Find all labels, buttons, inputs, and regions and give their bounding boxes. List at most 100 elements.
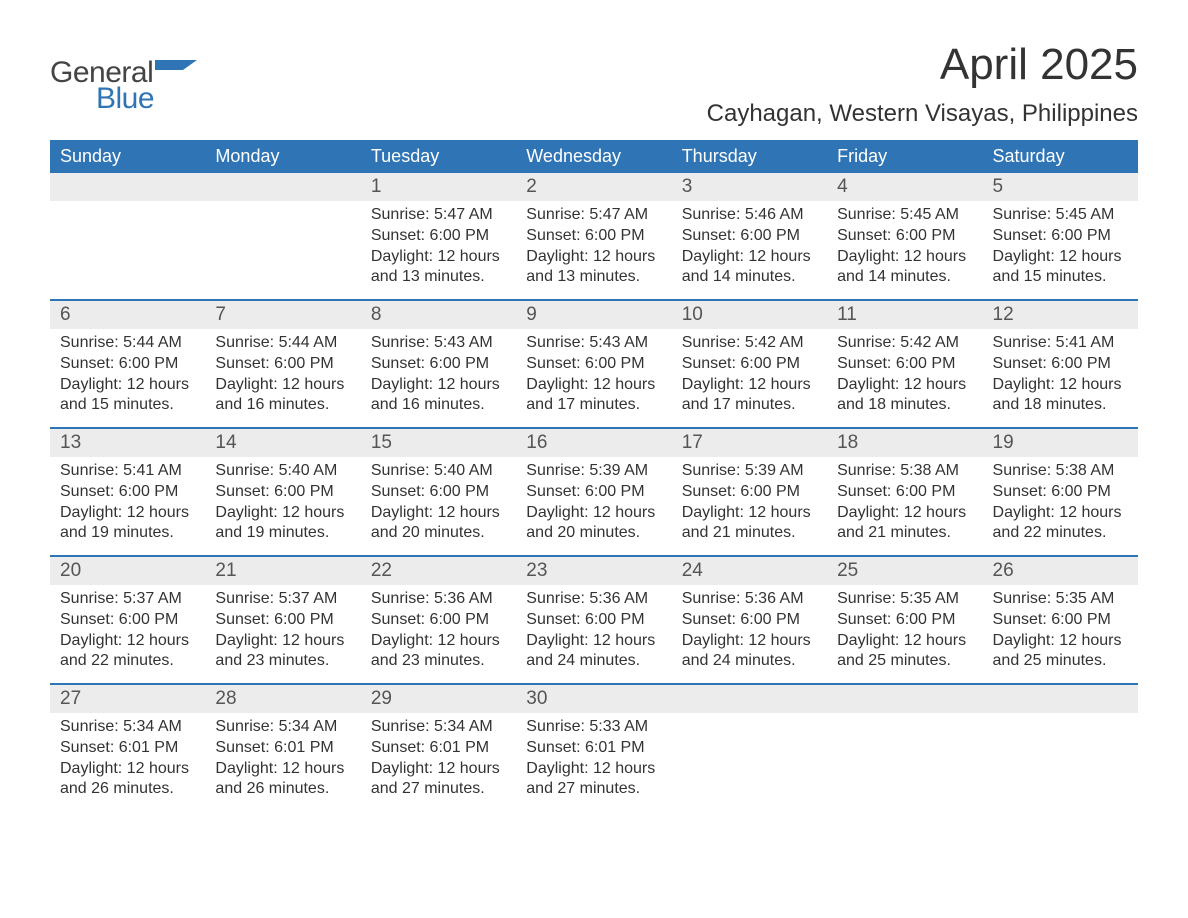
sunrise-text: Sunrise: 5:35 AM <box>993 589 1128 610</box>
day-header-monday: Monday <box>205 140 360 173</box>
sunrise-text: Sunrise: 5:41 AM <box>60 461 195 482</box>
sunrise-text: Sunrise: 5:46 AM <box>682 205 817 226</box>
sunset-text: Sunset: 6:00 PM <box>371 226 506 247</box>
day-details: Sunrise: 5:36 AMSunset: 6:00 PMDaylight:… <box>672 585 827 683</box>
weeks-container: 12345Sunrise: 5:47 AMSunset: 6:00 PMDayl… <box>50 173 1138 811</box>
day-number: 9 <box>516 301 671 329</box>
day-number <box>672 685 827 713</box>
day-details: Sunrise: 5:42 AMSunset: 6:00 PMDaylight:… <box>672 329 827 427</box>
day-header-friday: Friday <box>827 140 982 173</box>
week-row: 20212223242526Sunrise: 5:37 AMSunset: 6:… <box>50 555 1138 683</box>
sunset-text: Sunset: 6:00 PM <box>837 610 972 631</box>
sunrise-text: Sunrise: 5:40 AM <box>215 461 350 482</box>
day-details: Sunrise: 5:35 AMSunset: 6:00 PMDaylight:… <box>827 585 982 683</box>
day-number <box>983 685 1138 713</box>
daylight-text: Daylight: 12 hours and 13 minutes. <box>371 247 506 289</box>
day-details: Sunrise: 5:36 AMSunset: 6:00 PMDaylight:… <box>361 585 516 683</box>
sunrise-text: Sunrise: 5:47 AM <box>371 205 506 226</box>
sunrise-text: Sunrise: 5:36 AM <box>371 589 506 610</box>
sunrise-text: Sunrise: 5:36 AM <box>526 589 661 610</box>
day-number: 24 <box>672 557 827 585</box>
sunrise-text: Sunrise: 5:45 AM <box>837 205 972 226</box>
sunset-text: Sunset: 6:00 PM <box>215 354 350 375</box>
day-number <box>205 173 360 201</box>
logo-text-block: General Blue <box>50 56 199 116</box>
daylight-text: Daylight: 12 hours and 18 minutes. <box>993 375 1128 417</box>
day-details: Sunrise: 5:43 AMSunset: 6:00 PMDaylight:… <box>361 329 516 427</box>
sunrise-text: Sunrise: 5:38 AM <box>837 461 972 482</box>
day-number: 7 <box>205 301 360 329</box>
daylight-text: Daylight: 12 hours and 25 minutes. <box>837 631 972 673</box>
day-number: 25 <box>827 557 982 585</box>
day-number: 21 <box>205 557 360 585</box>
day-header-wednesday: Wednesday <box>516 140 671 173</box>
sunset-text: Sunset: 6:00 PM <box>526 610 661 631</box>
sunset-text: Sunset: 6:00 PM <box>682 610 817 631</box>
day-number: 27 <box>50 685 205 713</box>
daynum-row: 12345 <box>50 173 1138 201</box>
sunset-text: Sunset: 6:00 PM <box>526 226 661 247</box>
sunrise-text: Sunrise: 5:34 AM <box>215 717 350 738</box>
sunset-text: Sunset: 6:00 PM <box>993 354 1128 375</box>
daynum-row: 20212223242526 <box>50 557 1138 585</box>
details-row: Sunrise: 5:47 AMSunset: 6:00 PMDaylight:… <box>50 201 1138 299</box>
brand-logo: General Blue <box>50 40 199 116</box>
day-details <box>672 713 827 811</box>
daylight-text: Daylight: 12 hours and 20 minutes. <box>371 503 506 545</box>
day-details: Sunrise: 5:44 AMSunset: 6:00 PMDaylight:… <box>205 329 360 427</box>
day-details <box>50 201 205 299</box>
day-details: Sunrise: 5:35 AMSunset: 6:00 PMDaylight:… <box>983 585 1138 683</box>
day-number: 15 <box>361 429 516 457</box>
daylight-text: Daylight: 12 hours and 17 minutes. <box>682 375 817 417</box>
day-details: Sunrise: 5:46 AMSunset: 6:00 PMDaylight:… <box>672 201 827 299</box>
calendar-grid: Sunday Monday Tuesday Wednesday Thursday… <box>50 140 1138 811</box>
day-details <box>205 201 360 299</box>
sunrise-text: Sunrise: 5:44 AM <box>60 333 195 354</box>
daylight-text: Daylight: 12 hours and 26 minutes. <box>215 759 350 801</box>
day-header-row: Sunday Monday Tuesday Wednesday Thursday… <box>50 140 1138 173</box>
day-details: Sunrise: 5:34 AMSunset: 6:01 PMDaylight:… <box>205 713 360 811</box>
sunrise-text: Sunrise: 5:43 AM <box>371 333 506 354</box>
day-number: 26 <box>983 557 1138 585</box>
flag-icon <box>153 56 199 85</box>
daylight-text: Daylight: 12 hours and 25 minutes. <box>993 631 1128 673</box>
day-number: 23 <box>516 557 671 585</box>
title-block: April 2025 Cayhagan, Western Visayas, Ph… <box>707 40 1138 128</box>
day-details: Sunrise: 5:38 AMSunset: 6:00 PMDaylight:… <box>983 457 1138 555</box>
daylight-text: Daylight: 12 hours and 16 minutes. <box>215 375 350 417</box>
sunrise-text: Sunrise: 5:36 AM <box>682 589 817 610</box>
day-details <box>827 713 982 811</box>
day-header-saturday: Saturday <box>983 140 1138 173</box>
sunset-text: Sunset: 6:00 PM <box>526 482 661 503</box>
day-details: Sunrise: 5:37 AMSunset: 6:00 PMDaylight:… <box>50 585 205 683</box>
details-row: Sunrise: 5:44 AMSunset: 6:00 PMDaylight:… <box>50 329 1138 427</box>
sunrise-text: Sunrise: 5:35 AM <box>837 589 972 610</box>
day-details: Sunrise: 5:37 AMSunset: 6:00 PMDaylight:… <box>205 585 360 683</box>
day-number: 14 <box>205 429 360 457</box>
daylight-text: Daylight: 12 hours and 19 minutes. <box>215 503 350 545</box>
daynum-row: 6789101112 <box>50 301 1138 329</box>
day-details: Sunrise: 5:39 AMSunset: 6:00 PMDaylight:… <box>672 457 827 555</box>
day-number: 17 <box>672 429 827 457</box>
sunrise-text: Sunrise: 5:47 AM <box>526 205 661 226</box>
sunset-text: Sunset: 6:00 PM <box>837 482 972 503</box>
day-number: 5 <box>983 173 1138 201</box>
sunrise-text: Sunrise: 5:37 AM <box>60 589 195 610</box>
day-number: 22 <box>361 557 516 585</box>
sunset-text: Sunset: 6:00 PM <box>993 610 1128 631</box>
daylight-text: Daylight: 12 hours and 24 minutes. <box>682 631 817 673</box>
day-details: Sunrise: 5:41 AMSunset: 6:00 PMDaylight:… <box>50 457 205 555</box>
header-row: General Blue April 2025 Cayhagan, Wester… <box>50 40 1138 128</box>
day-number: 2 <box>516 173 671 201</box>
sunrise-text: Sunrise: 5:41 AM <box>993 333 1128 354</box>
day-number: 10 <box>672 301 827 329</box>
day-details <box>983 713 1138 811</box>
sunset-text: Sunset: 6:00 PM <box>682 226 817 247</box>
day-details: Sunrise: 5:33 AMSunset: 6:01 PMDaylight:… <box>516 713 671 811</box>
day-details: Sunrise: 5:34 AMSunset: 6:01 PMDaylight:… <box>50 713 205 811</box>
daylight-text: Daylight: 12 hours and 20 minutes. <box>526 503 661 545</box>
day-details: Sunrise: 5:40 AMSunset: 6:00 PMDaylight:… <box>361 457 516 555</box>
day-number: 18 <box>827 429 982 457</box>
calendar-page: General Blue April 2025 Cayhagan, Wester… <box>0 0 1188 851</box>
sunset-text: Sunset: 6:00 PM <box>60 610 195 631</box>
